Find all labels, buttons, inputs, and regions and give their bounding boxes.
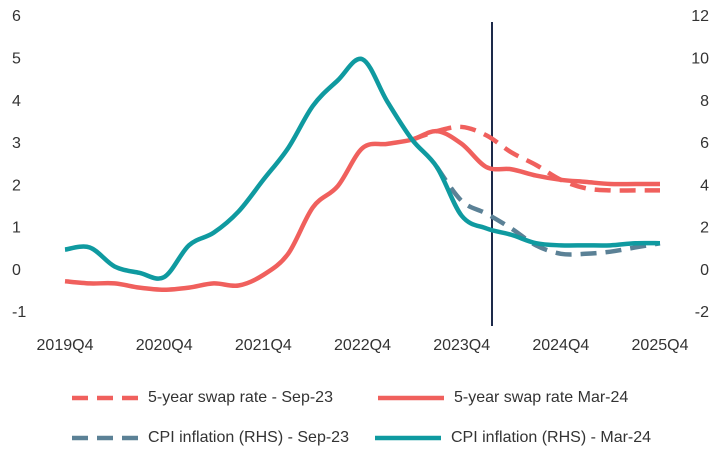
x-tick-label: 2021Q4 xyxy=(235,337,292,354)
y-tick-label: 1 xyxy=(12,220,21,237)
y-tick-label: 3 xyxy=(12,135,21,152)
y2-tick-label: 8 xyxy=(700,93,709,110)
x-tick-label: 2023Q4 xyxy=(433,337,490,354)
series-line xyxy=(411,124,660,193)
legend-label: 5-year swap rate - Sep-23 xyxy=(148,389,333,406)
y2-tick-label: 12 xyxy=(691,8,709,25)
x-tick-label: 2020Q4 xyxy=(136,337,193,354)
y2-tick-label: 4 xyxy=(700,177,709,194)
y2-tick-label: 10 xyxy=(691,51,709,68)
y-tick-label: 6 xyxy=(12,8,21,25)
y2-tick-label: 6 xyxy=(700,135,709,152)
y-tick-label: 5 xyxy=(12,51,21,68)
y-tick-label: 4 xyxy=(12,93,21,110)
y2-tick-label: 0 xyxy=(700,262,709,279)
y-tick-label: 0 xyxy=(12,262,21,279)
legend-label: CPI inflation (RHS) - Mar-24 xyxy=(451,429,651,446)
legend-label: CPI inflation (RHS) - Sep-23 xyxy=(148,429,349,446)
legend-label: 5-year swap rate Mar-24 xyxy=(454,389,628,406)
y-tick-label: -1 xyxy=(12,304,26,321)
series-line xyxy=(64,128,660,292)
series-line xyxy=(435,165,661,257)
x-tick-label: 2019Q4 xyxy=(37,337,94,354)
x-tick-label: 2022Q4 xyxy=(334,337,391,354)
x-tick-label: 2025Q4 xyxy=(632,337,689,354)
series-line xyxy=(64,56,661,281)
x-tick-label: 2024Q4 xyxy=(532,337,589,354)
y2-tick-label: 2 xyxy=(700,220,709,237)
y2-tick-label: -2 xyxy=(695,304,709,321)
y-tick-label: 2 xyxy=(12,177,21,194)
